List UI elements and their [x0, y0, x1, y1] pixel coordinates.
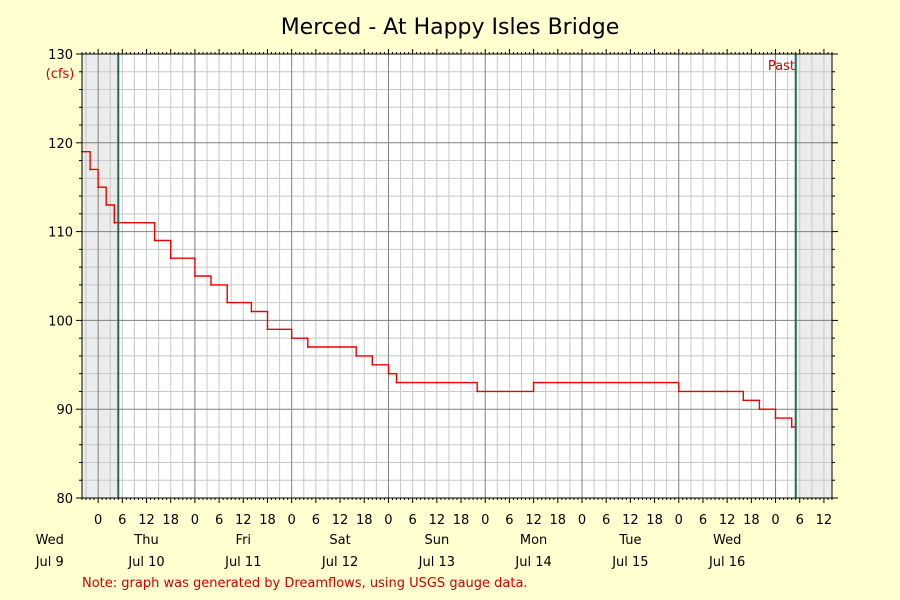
- x-tick-label: 0: [191, 513, 199, 528]
- footnote: Note: graph was generated by Dreamflows,…: [82, 576, 528, 591]
- flow-data-point: [145, 221, 148, 224]
- x-tick-label: 0: [675, 513, 683, 528]
- x-tick-label: 12: [138, 513, 155, 528]
- y-tick-label: 110: [48, 226, 73, 241]
- day-weekday-label: Thu: [133, 533, 158, 548]
- day-date-label: Jul 12: [321, 555, 358, 570]
- flow-data-point: [105, 204, 108, 206]
- flow-data-point: [169, 257, 172, 260]
- y-axis-unit-label: (cfs): [46, 67, 75, 82]
- x-tick-label: 0: [481, 513, 489, 528]
- day-weekday-label: Mon: [520, 533, 547, 548]
- flow-data-point: [89, 168, 91, 171]
- x-tick-label: 12: [622, 513, 639, 528]
- flow-data-point: [774, 417, 777, 419]
- flow-data-point: [250, 310, 253, 313]
- x-tick-label: 12: [816, 513, 833, 528]
- day-weekday-label: Tue: [618, 533, 641, 548]
- y-tick-label: 130: [48, 48, 73, 63]
- x-tick-label: 12: [235, 513, 252, 528]
- x-tick-label: 6: [409, 513, 417, 528]
- x-tick-label: 6: [312, 513, 320, 528]
- y-tick-label: 90: [56, 403, 73, 418]
- flow-data-point: [742, 399, 745, 402]
- day-date-label: Jul 14: [514, 555, 551, 570]
- flow-data-point: [153, 239, 156, 242]
- x-tick-label: 18: [259, 513, 276, 528]
- x-tick-label: 18: [162, 513, 179, 528]
- day-date-label: Jul 15: [611, 555, 648, 570]
- flow-data-point: [355, 355, 358, 357]
- day-date-label: Jul 16: [708, 555, 745, 570]
- x-tick-label: 18: [646, 513, 663, 528]
- flow-data-point: [726, 390, 729, 393]
- flow-data-point: [581, 381, 583, 384]
- flow-data-point: [435, 381, 438, 384]
- flow-data-point: [387, 372, 390, 375]
- x-tick-label: 12: [525, 513, 542, 528]
- flow-data-point: [476, 390, 479, 393]
- flow-data-point: [758, 408, 761, 411]
- x-tick-label: 0: [384, 513, 392, 528]
- x-tick-label: 18: [743, 513, 760, 528]
- x-tick-label: 6: [118, 513, 126, 528]
- day-weekday-label: Fri: [236, 533, 252, 548]
- day-weekday-label: Sat: [329, 533, 350, 548]
- x-tick-label: 6: [796, 513, 804, 528]
- day-weekday-label: Wed: [713, 533, 741, 548]
- x-tick-label: 12: [429, 513, 446, 528]
- flow-data-point: [290, 337, 293, 340]
- flow-data-point: [113, 221, 116, 224]
- x-tick-label: 6: [215, 513, 223, 528]
- flow-data-point: [556, 381, 559, 384]
- flow-data-point: [210, 283, 212, 286]
- flow-data-point: [395, 381, 398, 384]
- chart-title: Merced - At Happy Isles Bridge: [281, 15, 620, 40]
- flow-data-point: [97, 186, 100, 189]
- flow-data-point: [790, 426, 793, 428]
- flow-data-point: [653, 381, 656, 384]
- flow-data-point: [194, 275, 196, 277]
- flow-data-point: [339, 346, 341, 348]
- y-tick-label: 120: [48, 137, 73, 152]
- x-tick-label: 18: [453, 513, 470, 528]
- day-date-label: Jul 10: [127, 555, 164, 570]
- x-tick-label: 0: [578, 513, 586, 528]
- day-date-label: Jul 9: [35, 555, 64, 570]
- flow-data-point: [266, 328, 269, 331]
- x-tick-label: 0: [288, 513, 296, 528]
- x-tick-label: 18: [550, 513, 567, 528]
- flow-data-point: [677, 390, 680, 393]
- day-date-label: Jul 11: [224, 555, 261, 570]
- flow-data-point: [371, 363, 374, 366]
- day-weekday-label: Wed: [36, 533, 64, 548]
- x-tick-label: 0: [94, 513, 102, 528]
- flow-data-point: [500, 390, 503, 393]
- x-tick-label: 6: [505, 513, 513, 528]
- day-weekday-label: Sun: [424, 533, 449, 548]
- flow-data-point: [226, 301, 229, 304]
- flow-data-point: [532, 381, 535, 384]
- x-tick-label: 0: [771, 513, 779, 528]
- plot-window-background: [118, 54, 796, 498]
- y-tick-label: 80: [56, 492, 73, 507]
- flow-series-line: [82, 151, 796, 428]
- x-tick-label: 12: [332, 513, 349, 528]
- day-date-label: Jul 13: [418, 555, 455, 570]
- past-label: Past: [768, 59, 795, 74]
- x-tick-label: 6: [699, 513, 707, 528]
- flow-data-point: [306, 346, 309, 348]
- x-tick-label: 18: [356, 513, 373, 528]
- y-tick-label: 100: [48, 314, 73, 329]
- x-tick-label: 12: [719, 513, 736, 528]
- x-tick-label: 6: [602, 513, 610, 528]
- flow-data-point: [629, 381, 632, 384]
